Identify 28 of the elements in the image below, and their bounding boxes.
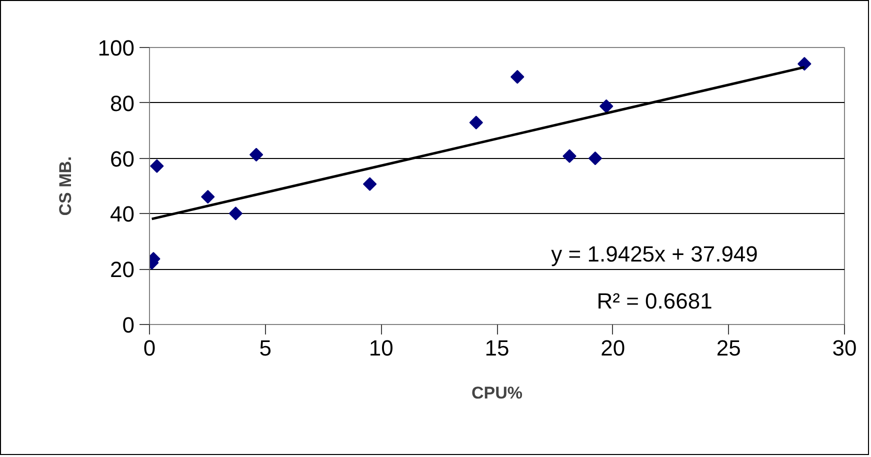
annotation: R² = 0.6681 <box>596 288 712 314</box>
point <box>562 149 576 163</box>
point <box>249 148 264 162</box>
y-tick-label: 60 <box>110 146 135 172</box>
x-tick-label: 15 <box>484 336 510 360</box>
x-tick-label: 10 <box>368 336 394 360</box>
x-tick-label: 20 <box>600 336 626 360</box>
y-tick-label: 40 <box>110 202 135 227</box>
y-axis-title: CS MB. <box>56 156 75 216</box>
point <box>228 206 243 220</box>
x-axis-title: CPU% <box>471 384 523 402</box>
point <box>150 159 164 173</box>
point <box>469 116 484 130</box>
point <box>588 151 602 166</box>
x-tick-label: 0 <box>143 336 156 360</box>
point <box>798 56 812 71</box>
point <box>510 70 524 84</box>
x-tick-label: 5 <box>259 336 272 360</box>
point <box>599 99 614 114</box>
y-tick-label: 100 <box>98 36 135 60</box>
y-tick-label: 20 <box>110 257 135 282</box>
x-tick-label: 30 <box>832 336 857 360</box>
y-tick-label: 80 <box>110 90 135 116</box>
point <box>362 177 377 191</box>
point <box>201 190 215 204</box>
y-tick-label: 0 <box>122 312 135 338</box>
annotation: y = 1.9425x + 37.949 <box>551 242 758 267</box>
x-tick-label: 25 <box>716 336 741 360</box>
